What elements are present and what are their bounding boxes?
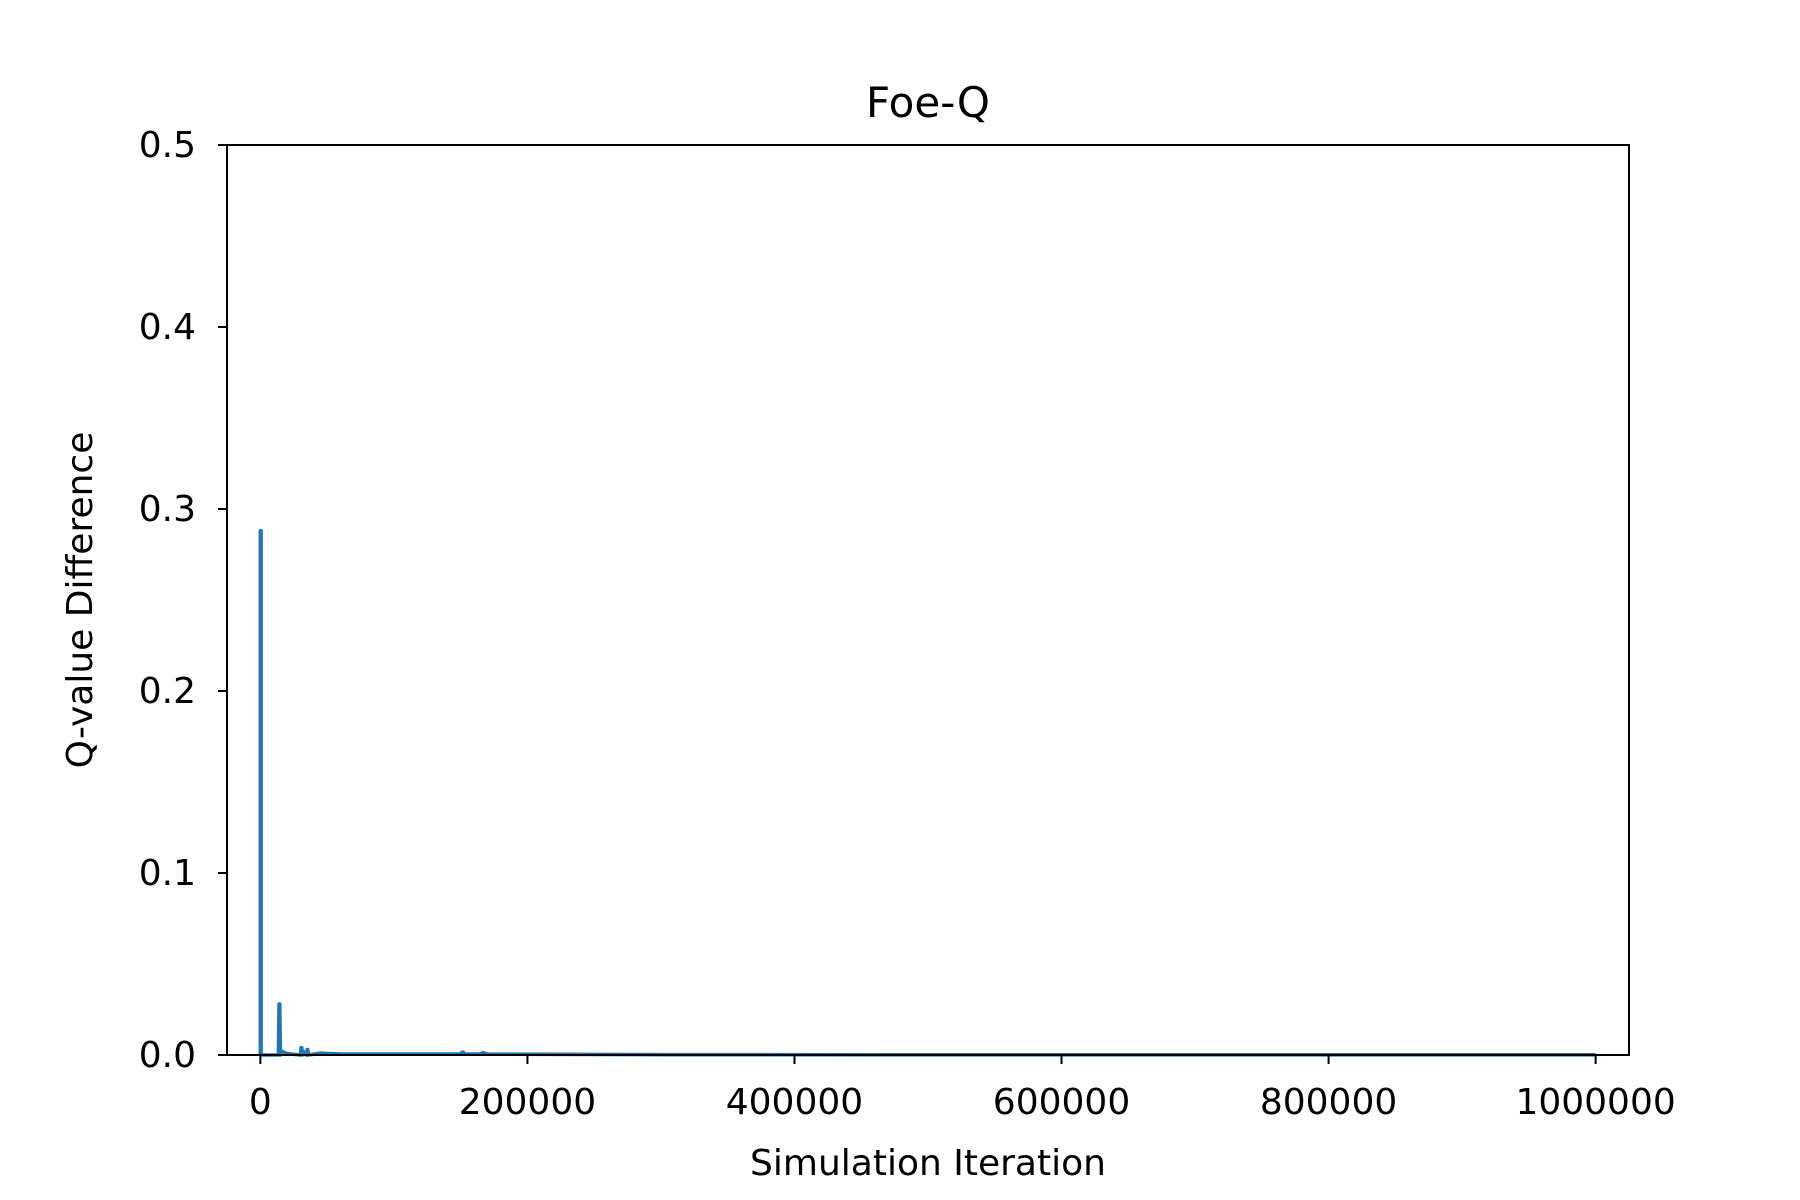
y-tick-label-4: 0.3 (139, 489, 196, 530)
x-tick-label-4: 600000 (993, 1082, 1130, 1123)
x-tick-label-6: 1000000 (1515, 1082, 1675, 1123)
x-tick-label-3: 400000 (726, 1082, 863, 1123)
y-tick-label-6: 0.5 (139, 125, 196, 166)
axes-layer (226, 144, 1630, 1056)
chart-title: Foe-Q (866, 78, 990, 127)
plot-area (227, 145, 1629, 1055)
y-tick-label-2: 0.1 (139, 853, 196, 894)
x-tick-label-1: 0 (249, 1082, 272, 1123)
series-layer (258, 529, 1596, 1057)
y-axis-label: Q-value Difference (60, 432, 101, 769)
ticks-layer: 0 200000 400000 600000 800000 1000000 0.0 0.1 0.… (139, 125, 1676, 1123)
x-tick-label-5: 800000 (1260, 1082, 1397, 1123)
y-tick-label-5: 0.4 (139, 307, 196, 348)
series-line-1 (258, 529, 1596, 1057)
x-tick-label-2: 200000 (459, 1082, 596, 1123)
y-tick-label-3: 0.2 (139, 671, 196, 712)
plot-frame (226, 144, 1630, 1056)
y-tick-label-1: 0.0 (139, 1035, 196, 1076)
plot-background (227, 145, 1629, 1055)
x-axis-label: Simulation Iteration (750, 1143, 1106, 1184)
